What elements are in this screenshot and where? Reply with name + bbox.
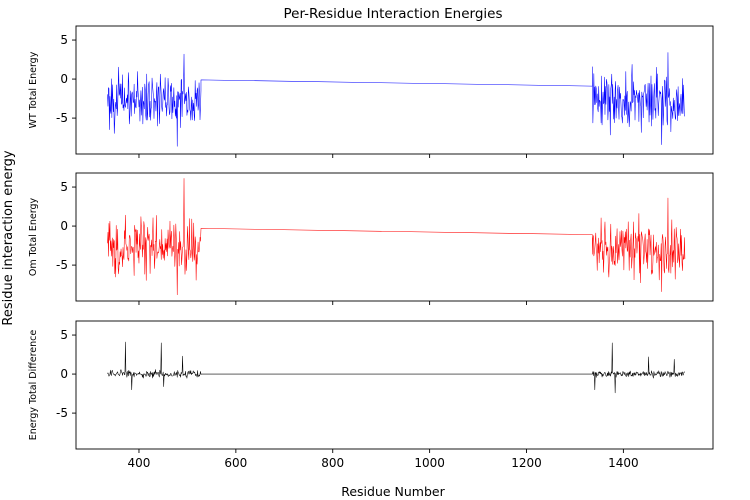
- y-tick-label-om: -5: [56, 258, 68, 272]
- y-tick-label-om: 0: [60, 219, 68, 233]
- y-tick-label-om: 5: [60, 180, 68, 194]
- panel-om: -5 0 5 Om Total Energy: [28, 172, 714, 305]
- x-tick-label: 1400: [608, 456, 639, 470]
- series-line-om: [107, 178, 686, 296]
- y-tick-label-wt: 0: [60, 72, 68, 86]
- x-tick-label: 800: [321, 456, 344, 470]
- panel-y-axis-label-wt: WT Total Energy: [28, 51, 39, 128]
- x-tick-label: 400: [128, 456, 151, 470]
- y-tick-label-diff: 0: [60, 367, 68, 381]
- y-tick-label-diff: -5: [56, 406, 68, 420]
- y-tick-label-diff: 5: [60, 328, 68, 342]
- x-tick-label: 600: [224, 456, 247, 470]
- x-tick-label: 1000: [414, 456, 445, 470]
- panel-y-axis-label-diff: Energy Total Difference: [28, 330, 39, 441]
- axes-frame-wt: [75, 25, 714, 155]
- panel-wt: -5 0 5 WT Total Energy: [28, 25, 714, 158]
- y-tick-label-wt: 5: [60, 33, 68, 47]
- shared-y-axis-label: Residue interaction energy: [1, 150, 16, 325]
- series-line-diff: [107, 341, 686, 394]
- y-tick-label-wt: -5: [56, 111, 68, 125]
- axes-frame-om: [75, 172, 714, 302]
- panel-diff: -5 0 5 400 600 800 1000 1200 1400 Energy Total Di…: [28, 320, 714, 470]
- x-tick-label: 1200: [511, 456, 542, 470]
- series-line-wt: [107, 52, 686, 147]
- x-axis-label: Residue Number: [341, 484, 445, 499]
- axes-frame-diff: [75, 320, 714, 450]
- panel-y-axis-label-om: Om Total Energy: [28, 198, 39, 277]
- chart-title: Per-Residue Interaction Energies: [283, 6, 502, 22]
